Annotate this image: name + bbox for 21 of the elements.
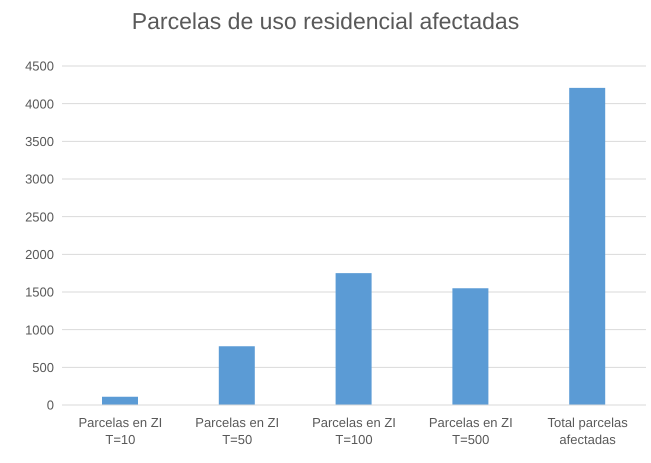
- y-tick-label: 3000: [25, 172, 54, 187]
- y-tick-label: 2500: [25, 209, 54, 224]
- y-tick-label: 4000: [25, 96, 54, 112]
- bar: [218, 346, 255, 405]
- bar: [452, 288, 488, 405]
- bar: [336, 273, 372, 405]
- y-tick-label: 3500: [25, 134, 54, 149]
- y-tick-label: 4500: [25, 58, 54, 74]
- chart-title: Parcelas de uso residencial afectadas: [130, 8, 520, 35]
- x-tick-label: Total parcelas afectadas: [547, 415, 628, 447]
- y-tick-label: 1000: [25, 322, 54, 338]
- x-tick-label: Parcelas en ZI T=500: [428, 415, 513, 447]
- x-tick-label: Parcelas en ZI T=10: [78, 415, 162, 447]
- y-tick-label: 0: [46, 398, 54, 413]
- y-tick-label: 2000: [25, 246, 54, 262]
- y-tick-label: 1500: [25, 284, 54, 300]
- bar: [102, 396, 138, 405]
- y-tick-label: 500: [32, 360, 54, 375]
- bar: [569, 88, 606, 405]
- x-tick-label: Parcelas en ZI T=100: [312, 415, 396, 447]
- x-tick-label: Parcelas en ZI T=50: [195, 415, 280, 447]
